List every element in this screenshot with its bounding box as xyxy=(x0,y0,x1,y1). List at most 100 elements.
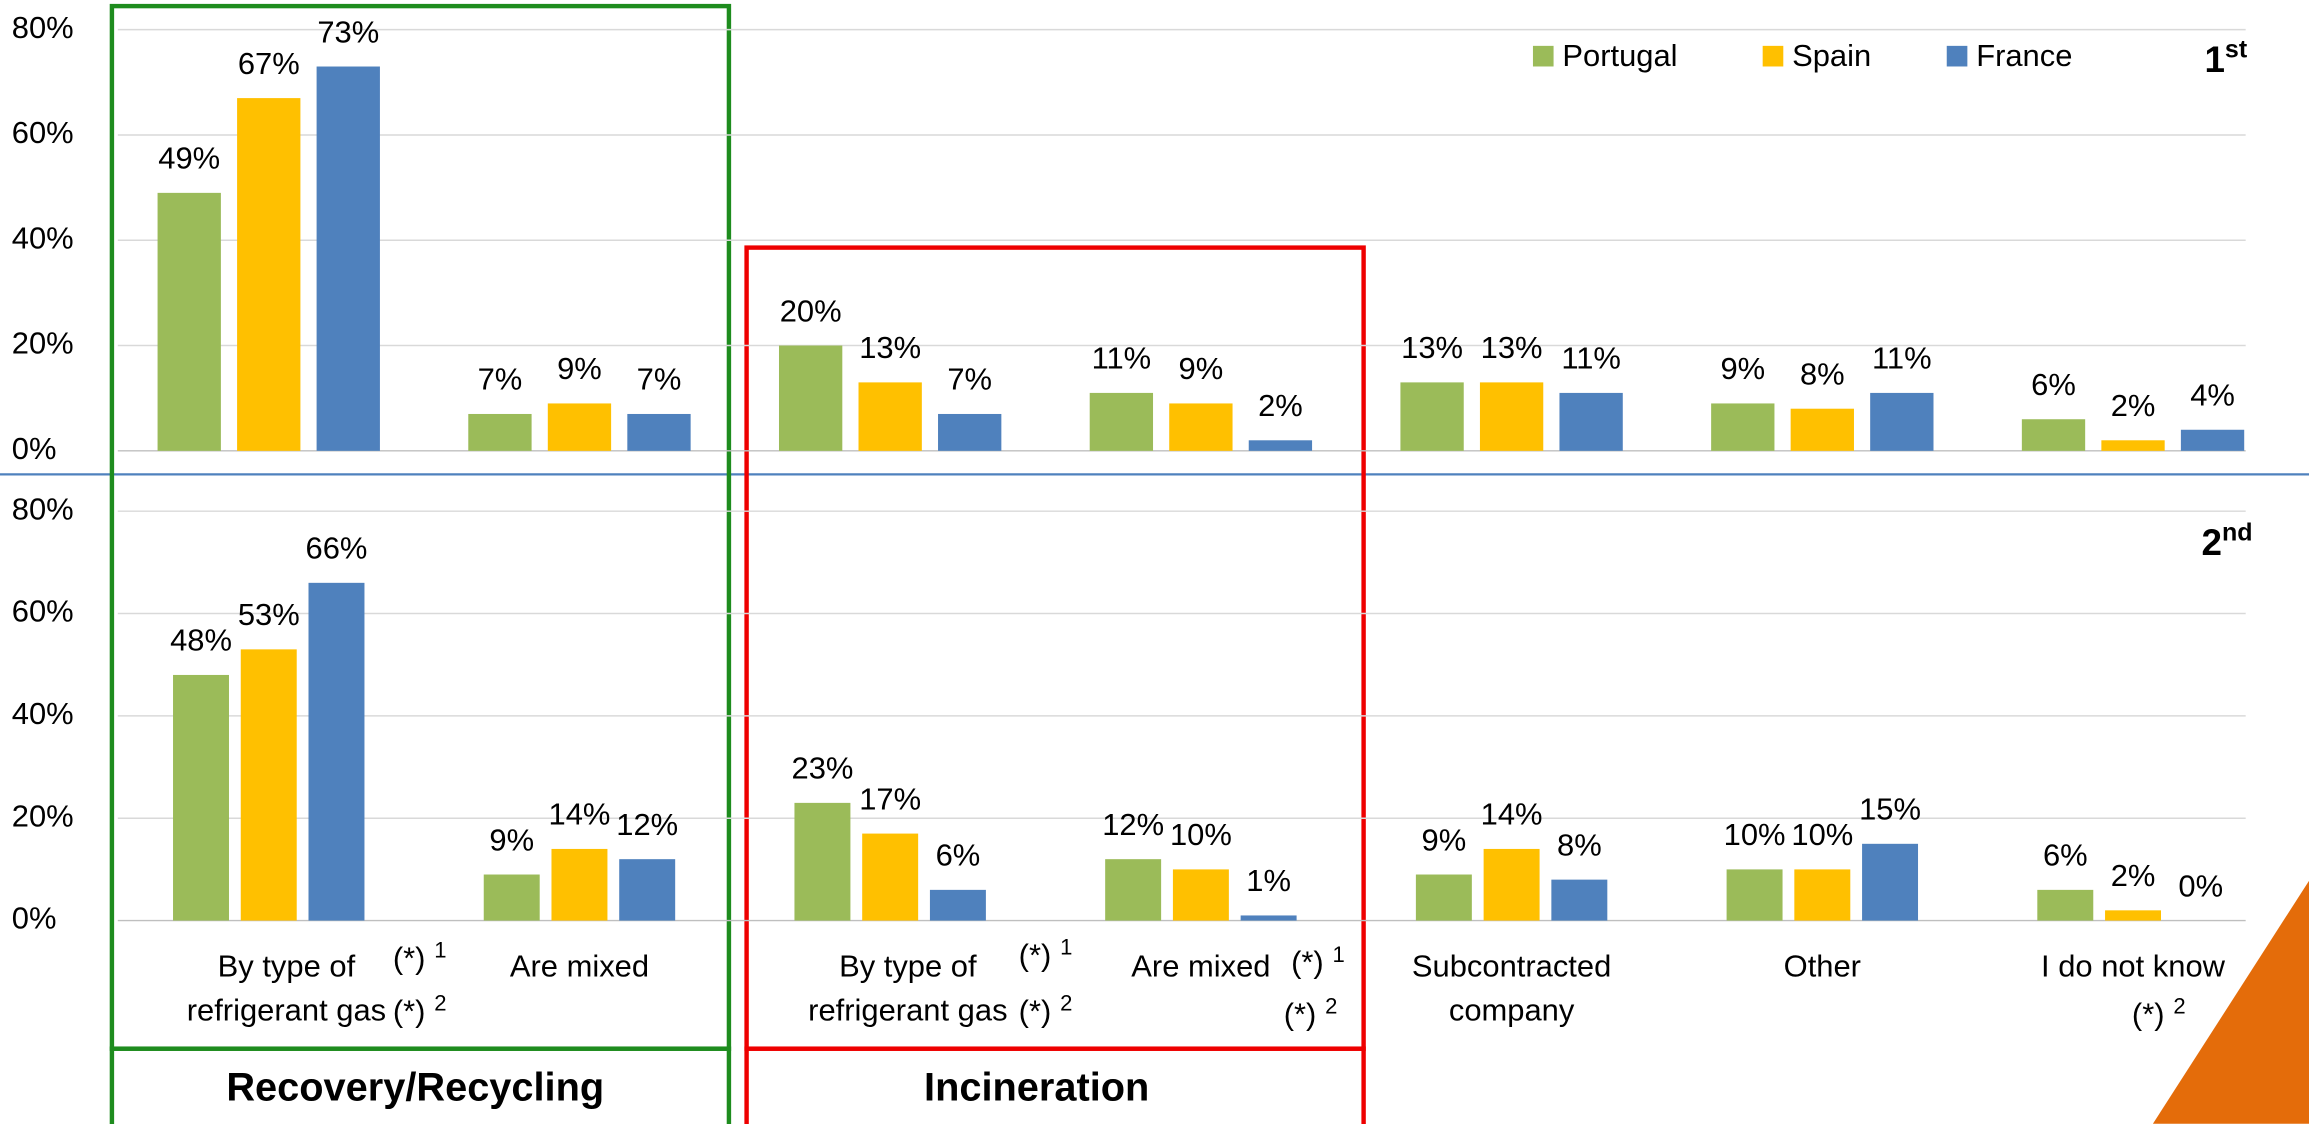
value-label: 66% xyxy=(306,531,368,566)
footnote-ref: 1 xyxy=(434,937,446,962)
footnote-mark: (*) 2 xyxy=(2132,993,2186,1031)
value-label: 9% xyxy=(557,351,602,386)
y-tick-label: 40% xyxy=(12,696,74,731)
bar xyxy=(316,66,380,451)
bar xyxy=(1169,403,1233,451)
bar xyxy=(1483,848,1540,921)
bar xyxy=(778,345,843,451)
footnote-mark: (*) 2 xyxy=(393,990,447,1028)
footnote-mark: (*) 2 xyxy=(1284,993,1338,1031)
value-label: 17% xyxy=(859,781,921,816)
bar xyxy=(938,413,1002,451)
value-label: 10% xyxy=(1170,817,1232,852)
bar xyxy=(619,859,676,921)
value-label: 10% xyxy=(1791,817,1853,852)
bar xyxy=(240,649,297,921)
footnote-symbol: (*) xyxy=(1291,945,1324,980)
x-tick-label-box: Subcontracted company xyxy=(1411,950,1612,1029)
x-tick-label: Are mixed xyxy=(509,950,650,984)
bar xyxy=(173,674,229,921)
value-label: 6% xyxy=(2031,367,2076,402)
bar xyxy=(1870,392,1934,451)
bar xyxy=(237,98,301,451)
bar xyxy=(1089,392,1154,451)
value-label: 15% xyxy=(1859,792,1921,827)
bar xyxy=(1711,403,1775,451)
bar xyxy=(551,848,608,921)
legend-label: Spain xyxy=(1792,38,1871,73)
value-label: 12% xyxy=(1102,807,1164,842)
value-label: 7% xyxy=(947,362,992,397)
x-tick-label-box: I do not know xyxy=(2041,950,2225,984)
x-tick-label-box: By type of refrigerant gas xyxy=(186,950,387,1029)
value-label: 11% xyxy=(1561,341,1621,376)
value-label: 13% xyxy=(1481,330,1543,365)
x-tick-label: I do not know xyxy=(2041,950,2225,984)
footnote-symbol: (*) xyxy=(1284,996,1317,1031)
legend-swatch xyxy=(1946,45,1968,67)
value-label: 67% xyxy=(238,46,300,81)
group-label: Incineration xyxy=(924,1065,1149,1109)
value-label: 53% xyxy=(238,597,300,632)
value-label: 9% xyxy=(1179,351,1224,386)
legend-label: France xyxy=(1976,38,2072,73)
panel-label: 1st xyxy=(2204,35,2247,80)
bar xyxy=(1248,440,1313,451)
group-label-box xyxy=(744,1046,1366,1124)
bar xyxy=(1726,869,1783,921)
footnote-symbol: (*) xyxy=(393,994,426,1029)
legend-label: Portugal xyxy=(1562,38,1677,73)
value-label: 2% xyxy=(2111,388,2156,423)
value-label: 2% xyxy=(1258,388,1303,423)
bar xyxy=(1551,879,1608,921)
bar xyxy=(1240,915,1297,921)
value-label: 48% xyxy=(170,623,232,658)
footnote-ref: 2 xyxy=(434,990,446,1015)
footnote-symbol: (*) xyxy=(2132,996,2165,1031)
footnote-ref: 2 xyxy=(2173,993,2185,1018)
bar xyxy=(1172,869,1229,921)
value-label: 20% xyxy=(780,293,842,328)
bar xyxy=(468,413,532,451)
bar xyxy=(627,413,691,451)
bar xyxy=(1862,843,1919,921)
value-label: 8% xyxy=(1557,827,1602,862)
y-tick-label: 60% xyxy=(12,594,74,629)
x-tick-label: Are mixed xyxy=(1131,950,1271,984)
bar xyxy=(1559,392,1623,451)
bar xyxy=(308,582,365,921)
footnote-mark: (*) 2 xyxy=(1019,990,1073,1028)
bar xyxy=(2021,419,2086,451)
footnote-ref: 2 xyxy=(1060,990,1072,1015)
y-tick-label: 20% xyxy=(12,326,74,361)
value-label: 7% xyxy=(478,362,523,397)
x-tick-label: Subcontracted company xyxy=(1411,950,1612,1029)
bar xyxy=(862,833,919,921)
corner-decoration xyxy=(2152,880,2309,1124)
value-label: 13% xyxy=(859,330,921,365)
value-label: 11% xyxy=(1092,341,1152,376)
value-label: 4% xyxy=(2190,378,2235,413)
value-label: 9% xyxy=(1422,822,1467,857)
value-label: 73% xyxy=(317,14,379,49)
bar xyxy=(1790,408,1854,451)
value-label: 23% xyxy=(792,751,854,786)
value-label: 6% xyxy=(2043,838,2088,873)
x-tick-label-box: Are mixed xyxy=(1131,950,1271,984)
y-tick-label: 60% xyxy=(12,115,74,150)
x-tick-label: Other xyxy=(1783,950,1861,984)
bar xyxy=(2180,429,2245,451)
value-label: 2% xyxy=(2111,858,2156,893)
bar xyxy=(2105,910,2162,921)
panel-label: 2nd xyxy=(2202,518,2253,563)
footnote-ref: 1 xyxy=(1333,942,1345,967)
x-tick-label: By type of refrigerant gas xyxy=(186,950,387,1029)
footnote-ref: 2 xyxy=(1325,993,1337,1018)
y-tick-label: 80% xyxy=(12,10,74,45)
value-label: 0% xyxy=(2178,868,2223,903)
x-tick-label-box: By type of refrigerant gas xyxy=(808,950,1007,1028)
footnote-mark: (*) 1 xyxy=(393,937,447,975)
footnote-mark: (*) 1 xyxy=(1019,934,1073,972)
value-label: 9% xyxy=(1720,351,1765,386)
